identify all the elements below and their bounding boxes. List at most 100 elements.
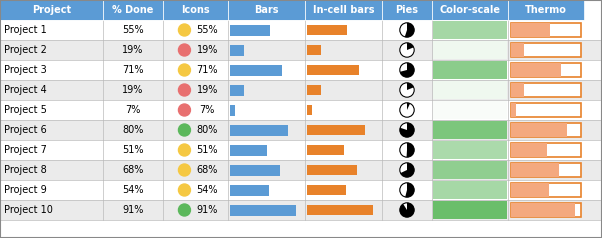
Bar [511,63,581,77]
Bar [433,101,507,119]
Text: 80%: 80% [122,125,144,135]
Bar [163,0,228,20]
Circle shape [178,164,190,176]
Text: 19%: 19% [196,85,218,95]
Text: 68%: 68% [122,165,144,175]
Circle shape [178,44,190,56]
Bar [508,0,584,20]
Circle shape [178,144,190,156]
Bar [511,203,575,217]
Bar [0,60,602,80]
Text: % Done: % Done [113,5,154,15]
Text: Project 4: Project 4 [4,85,47,95]
Wedge shape [406,143,414,157]
Wedge shape [400,123,414,137]
Bar [382,0,432,20]
Bar [433,121,507,139]
Bar [307,185,346,195]
Wedge shape [400,63,414,77]
Bar [307,105,312,115]
Bar [307,65,359,75]
Bar [511,123,581,137]
Bar [230,25,270,35]
Text: 19%: 19% [196,45,218,55]
Circle shape [400,103,414,117]
Wedge shape [400,203,414,217]
Text: 54%: 54% [196,185,218,195]
Bar [433,201,507,219]
Wedge shape [405,183,414,197]
Bar [230,164,280,175]
Bar [433,181,507,199]
Text: 19%: 19% [122,45,144,55]
Bar [0,180,602,200]
Bar [307,25,347,35]
Text: 71%: 71% [122,65,144,75]
Bar [511,43,581,57]
Text: 80%: 80% [196,125,218,135]
Bar [432,0,508,20]
Wedge shape [407,43,414,50]
Bar [511,23,550,37]
Bar [0,80,602,100]
Text: Color-scale: Color-scale [439,5,500,15]
Circle shape [400,143,414,157]
Bar [0,140,602,160]
Bar [0,40,602,60]
Bar [0,160,602,180]
Text: 91%: 91% [122,205,144,215]
Bar [307,85,321,95]
Circle shape [400,23,414,37]
Text: Pies: Pies [396,5,418,15]
Text: Thermo: Thermo [525,5,567,15]
Bar [307,145,344,155]
Bar [511,103,516,117]
Text: Project 9: Project 9 [4,185,47,195]
Circle shape [400,163,414,177]
Circle shape [400,63,414,77]
Text: 68%: 68% [196,165,218,175]
Bar [0,100,602,120]
Bar [230,124,288,135]
Bar [511,183,549,197]
Text: Project 10: Project 10 [4,205,53,215]
Bar [0,120,602,140]
Circle shape [178,104,190,116]
Text: Icons: Icons [181,5,210,15]
Bar [230,64,282,75]
Text: Project: Project [32,5,71,15]
Bar [433,141,507,159]
Bar [511,83,581,97]
Bar [511,183,581,197]
Bar [511,203,581,217]
Circle shape [178,84,190,96]
Wedge shape [405,23,414,37]
Text: 54%: 54% [122,185,144,195]
Bar [511,83,524,97]
Circle shape [178,24,190,36]
Bar [433,41,507,59]
Bar [307,205,373,215]
Text: Bars: Bars [254,5,279,15]
Bar [0,20,602,40]
Bar [511,123,567,137]
Text: 19%: 19% [122,85,144,95]
Text: Project 5: Project 5 [4,105,47,115]
Text: 91%: 91% [196,205,218,215]
Circle shape [178,204,190,216]
Bar [230,204,296,215]
Bar [305,0,382,20]
Bar [511,63,560,77]
Text: 51%: 51% [122,145,144,155]
Bar [103,0,163,20]
Circle shape [400,43,414,57]
Bar [230,45,244,55]
Bar [230,104,235,115]
Wedge shape [407,83,414,90]
Bar [433,21,507,39]
Bar [307,125,365,135]
Circle shape [178,124,190,136]
Text: Project 1: Project 1 [4,25,47,35]
Text: Project 3: Project 3 [4,65,47,75]
Text: Project 7: Project 7 [4,145,47,155]
